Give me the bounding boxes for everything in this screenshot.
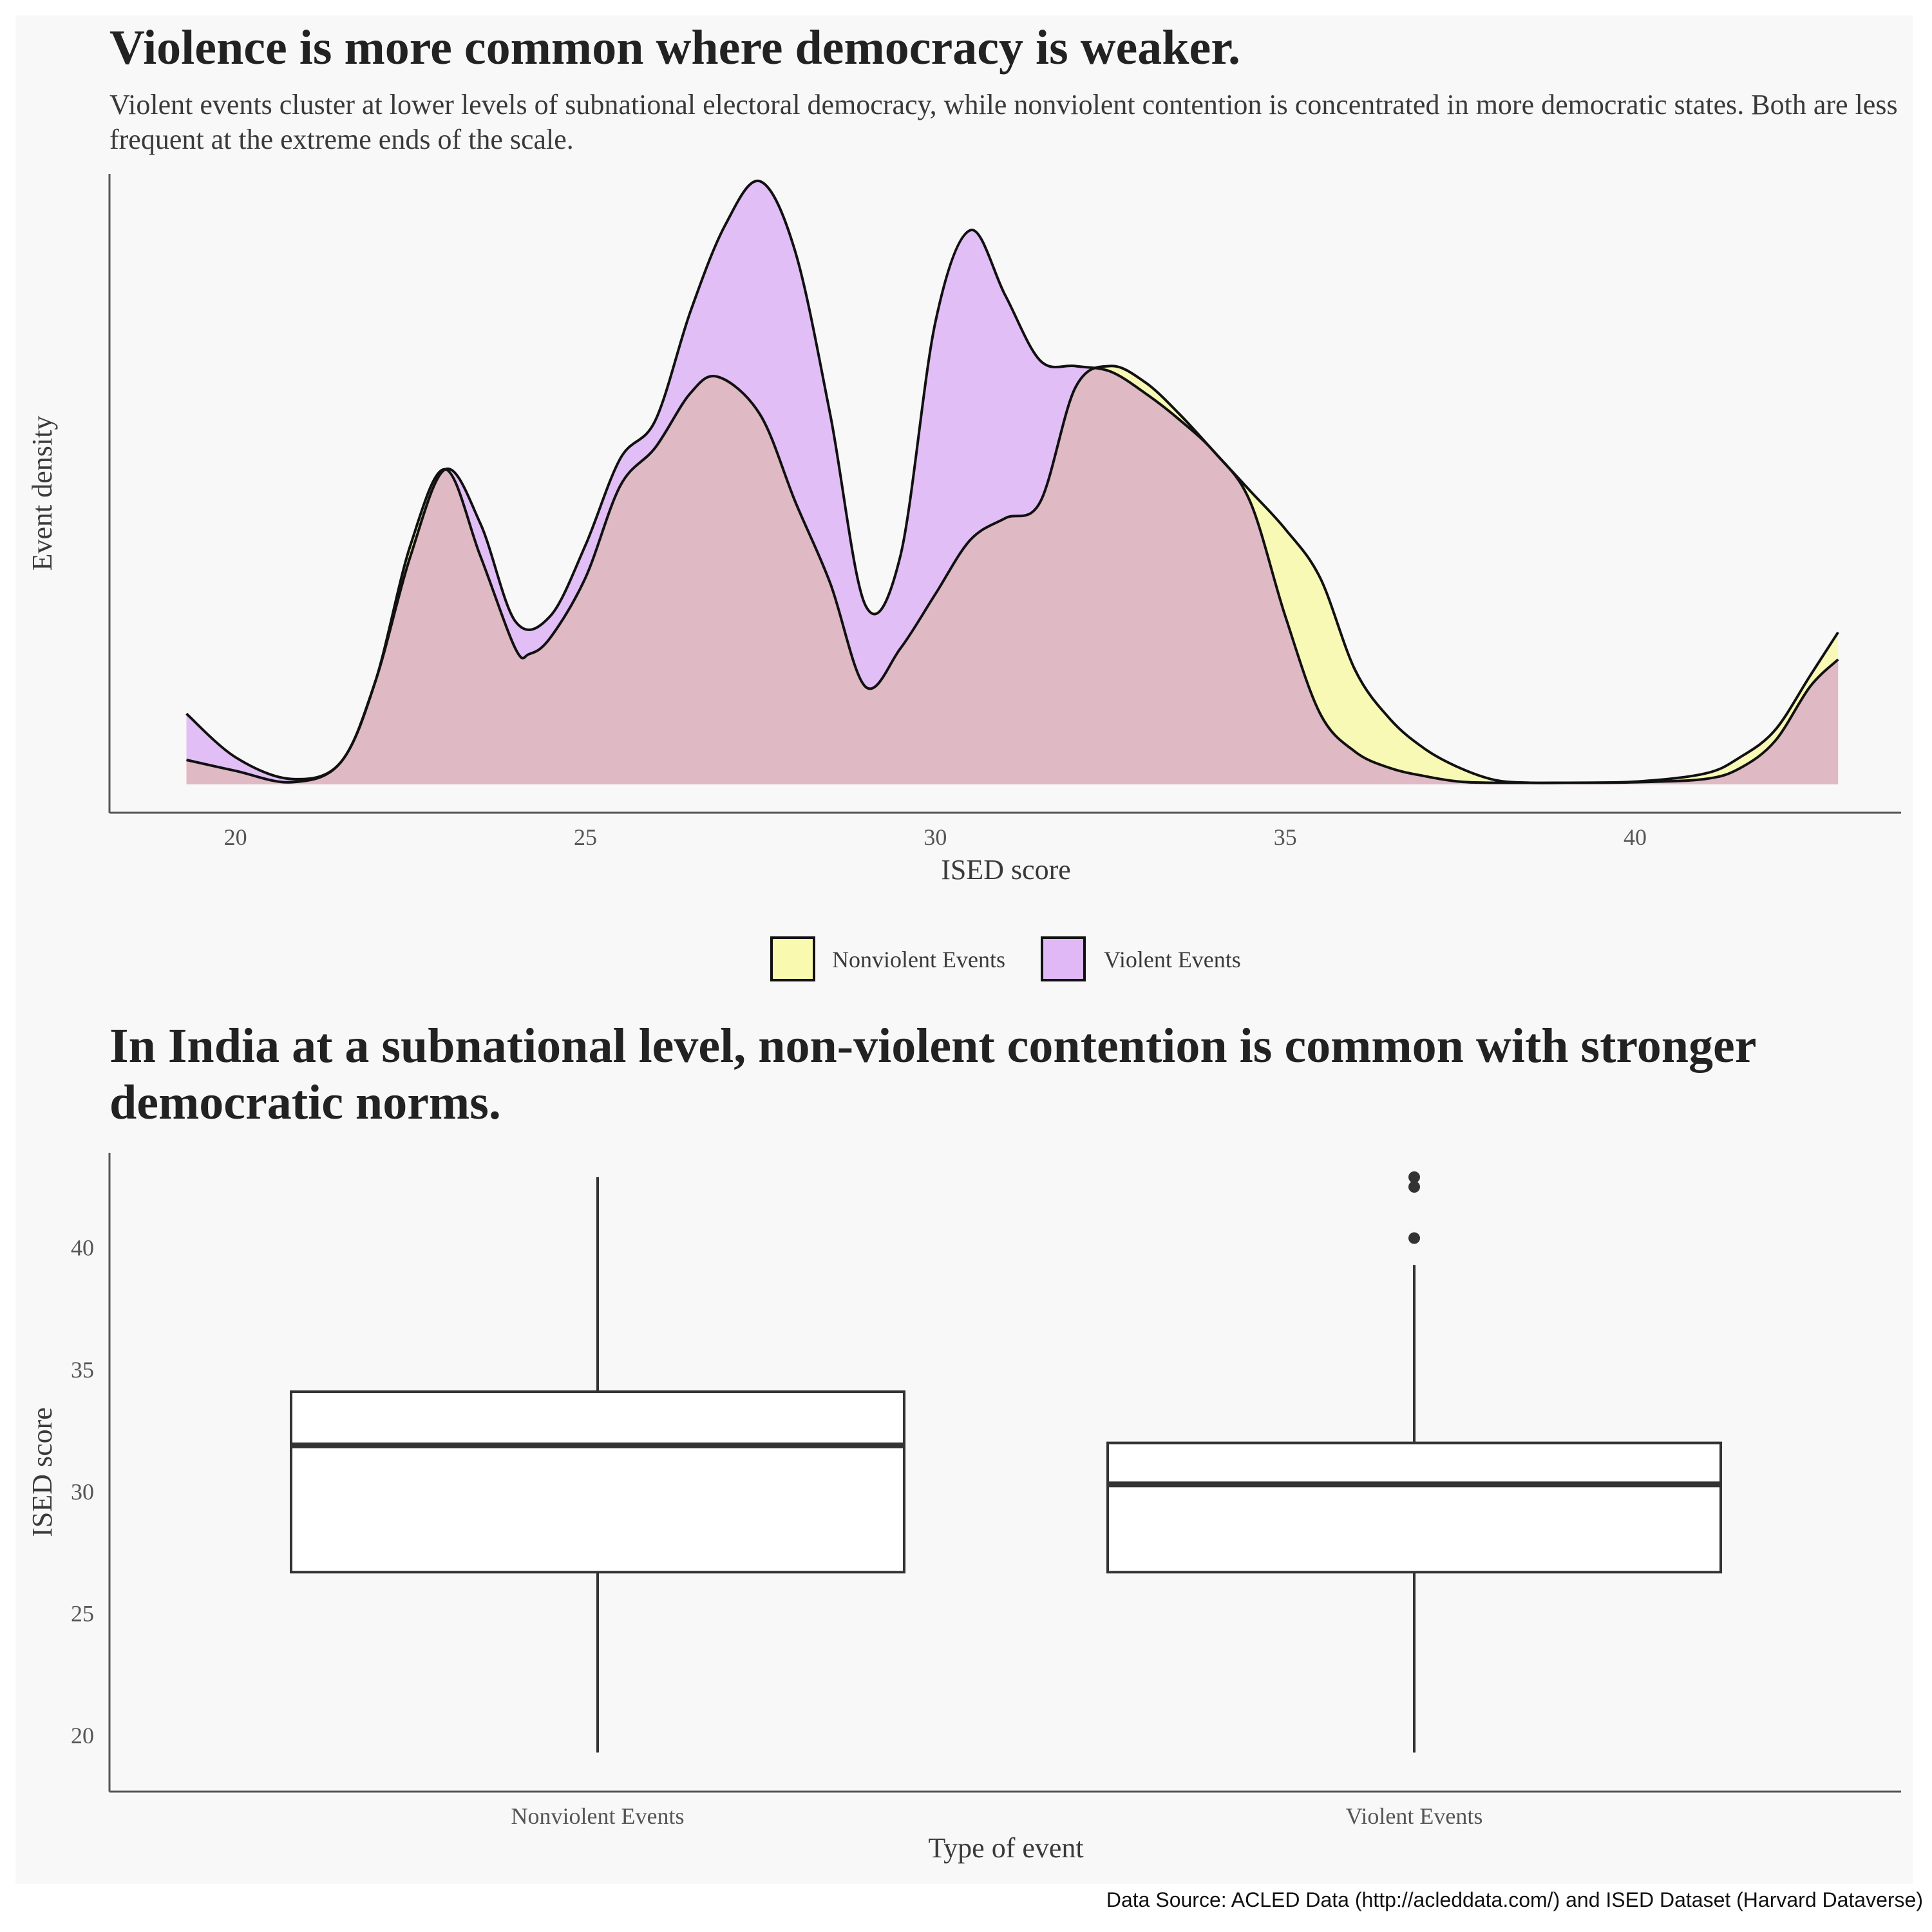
density-x-tick-label: 20	[224, 824, 247, 850]
box-chart-title: In India at a subnational level, non-vio…	[109, 1019, 1756, 1130]
box-y-ticks: 20 25 30 35 40	[71, 1235, 94, 1748]
box-y-axis-title: ISED score	[26, 1407, 58, 1537]
density-x-tick-label: 40	[1624, 824, 1647, 850]
legend-label-nonviolent: Nonviolent Events	[832, 947, 1005, 972]
density-chart: 20 25 30 35 40 ISED score Event density Nonv…	[26, 174, 1901, 981]
box-iqr-violent	[1106, 1441, 1722, 1574]
legend-swatch-nonviolent	[770, 936, 815, 981]
box-y-tick-label: 35	[71, 1357, 94, 1383]
box-x-axis-title: Type of event	[928, 1832, 1083, 1864]
legend-label-violent: Violent Events	[1104, 947, 1241, 972]
density-line-nonviolent	[186, 365, 1839, 784]
density-chart-title: Violence is more common where democracy …	[109, 21, 1241, 75]
density-x-tick-label: 25	[574, 824, 597, 850]
density-x-tick-label: 35	[1274, 824, 1297, 850]
box-y-tick-label: 40	[71, 1235, 94, 1261]
density-line-violent	[185, 179, 1839, 784]
legend-swatch-violent	[1041, 936, 1086, 981]
box-y-tick-label: 30	[71, 1479, 94, 1504]
box-outlier-point	[1408, 1181, 1420, 1193]
box-x-tick-violent: Violent Events	[1346, 1803, 1483, 1829]
density-x-tick-label: 30	[923, 824, 947, 850]
legend: Nonviolent Events Violent Events	[770, 936, 1241, 981]
density-y-axis-title: Event density	[26, 416, 58, 571]
box-outlier-point	[1408, 1171, 1420, 1183]
density-areas	[185, 179, 1839, 784]
box-outlier-point	[1408, 1232, 1420, 1244]
box-y-tick-label: 25	[71, 1601, 94, 1627]
box-y-tick-label: 20	[71, 1723, 94, 1748]
box-iqr-nonviolent	[290, 1390, 905, 1574]
density-chart-subtitle: Violent events cluster at lower levels o…	[109, 89, 1898, 155]
box-x-tick-nonviolent: Nonviolent Events	[511, 1803, 685, 1829]
density-x-axis-title: ISED score	[941, 854, 1071, 886]
density-x-ticks: 20 25 30 35 40	[224, 824, 1647, 850]
box-plots	[290, 1171, 1722, 1753]
data-source-caption: Data Source: ACLED Data (http://acleddat…	[1106, 1888, 1923, 1911]
